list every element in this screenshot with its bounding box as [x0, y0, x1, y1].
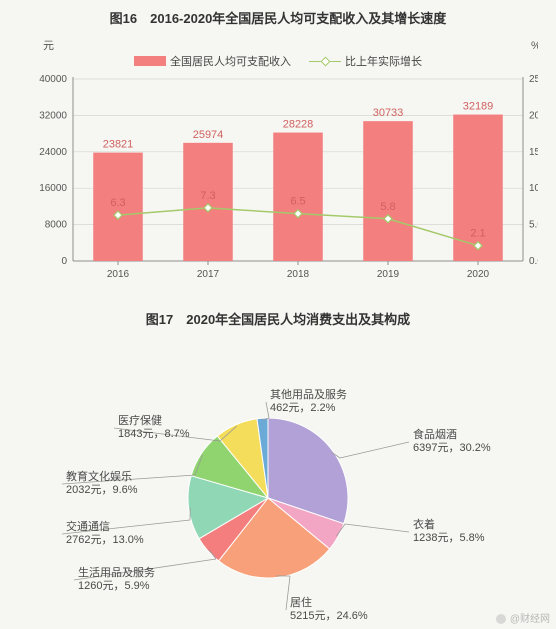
combo-legend: 全国居民人均可支配收入 比上年实际增长	[18, 53, 538, 69]
svg-text:25.0: 25.0	[529, 74, 538, 85]
svg-text:6.3: 6.3	[110, 197, 125, 209]
pie-label: 食品烟酒	[413, 427, 457, 441]
legend-line-label: 比上年实际增长	[345, 53, 422, 69]
svg-text:2017: 2017	[197, 269, 220, 280]
pie-label: 462元，2.2%	[270, 402, 336, 414]
svg-text:30733: 30733	[373, 107, 404, 119]
svg-text:8000: 8000	[45, 220, 68, 231]
svg-text:2018: 2018	[287, 269, 310, 280]
pie-label: 1843元，8.7%	[118, 428, 190, 440]
pie-label: 1260元，5.9%	[78, 580, 150, 592]
svg-text:2020: 2020	[467, 269, 490, 280]
pie-chart: 食品烟酒6397元，30.2% 衣着1238元，5.8% 居住5215元，24.6%…	[18, 328, 538, 628]
svg-text:%: %	[531, 40, 538, 52]
svg-text:6.5: 6.5	[290, 196, 305, 208]
pie-label: 6397元，30.2%	[413, 442, 491, 454]
svg-text:0: 0	[61, 256, 67, 267]
svg-text:16000: 16000	[39, 183, 67, 194]
watermark: @财经网	[495, 610, 550, 625]
pie-label: 医疗保健	[118, 413, 162, 427]
svg-text:20.0: 20.0	[529, 110, 538, 121]
legend-line-swatch	[309, 56, 341, 66]
pie-label: 1238元，5.8%	[413, 532, 485, 544]
svg-text:40000: 40000	[39, 74, 67, 85]
pie-label: 交通通信	[66, 519, 110, 533]
pie-label: 居住	[290, 595, 312, 609]
pie-label: 生活用品及服务	[78, 565, 155, 579]
legend-bar-label: 全国居民人均可支配收入	[170, 53, 291, 69]
svg-text:7.3: 7.3	[200, 190, 215, 202]
svg-text:25974: 25974	[193, 129, 224, 141]
svg-text:2.1: 2.1	[470, 228, 485, 240]
pie-chart-title: 图17 2020年全国居民人均消费支出及其构成	[0, 301, 556, 328]
bar-chart-title: 图16 2016-2020年全国居民人均可支配收入及其增长速度	[0, 0, 556, 27]
svg-text:28228: 28228	[283, 119, 314, 131]
svg-text:23821: 23821	[103, 139, 134, 151]
svg-text:32189: 32189	[463, 101, 494, 113]
svg-text:15.0: 15.0	[529, 147, 538, 158]
pie-label: 2762元，13.0%	[66, 534, 144, 546]
svg-text:32000: 32000	[39, 110, 67, 121]
pie-label: 2032元，9.6%	[66, 484, 138, 496]
combo-chart: 全国居民人均可支配收入 比上年实际增长 0 8000 16000 24000 32000…	[18, 31, 538, 291]
pie-label: 教育文化娱乐	[66, 469, 132, 483]
pie-label: 其他用品及服务	[270, 388, 347, 401]
svg-text:2016: 2016	[107, 269, 130, 280]
svg-text:2019: 2019	[377, 269, 400, 280]
svg-text:元: 元	[43, 40, 54, 52]
pie-label: 衣着	[413, 517, 435, 531]
svg-text:5.8: 5.8	[380, 201, 395, 213]
svg-text:0.0: 0.0	[529, 256, 538, 267]
svg-text:5.0: 5.0	[529, 220, 538, 231]
pie-label: 5215元，24.6%	[290, 610, 368, 622]
legend-bar-swatch	[134, 56, 166, 66]
svg-text:10.0: 10.0	[529, 183, 538, 194]
svg-text:24000: 24000	[39, 147, 67, 158]
